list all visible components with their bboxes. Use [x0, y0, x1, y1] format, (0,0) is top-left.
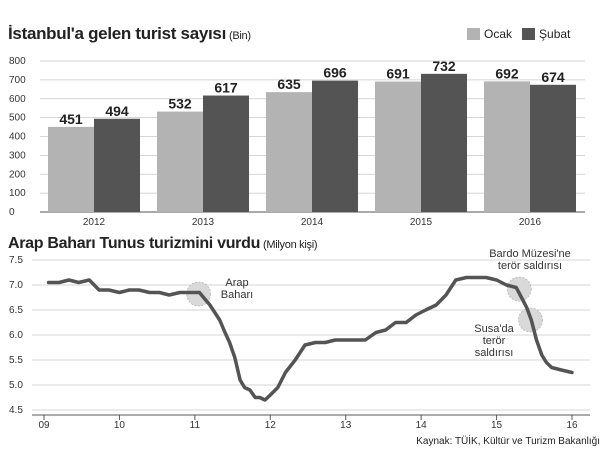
bar-2012-ocak	[48, 126, 94, 212]
bar-y-tick-label: 400	[9, 132, 26, 143]
line-x-tick-label: 13	[340, 420, 352, 431]
bar-y-tick-label: 100	[9, 188, 26, 199]
bar-value-label: 494	[105, 103, 129, 119]
line-y-tick-label: 4.5	[9, 405, 23, 416]
legend-label-subat: Şubat	[539, 27, 571, 41]
bar-value-label: 635	[277, 76, 301, 92]
bar-chart-subtitle: (Bin)	[229, 30, 251, 42]
annotation-susa: Susa'da	[474, 323, 514, 335]
bar-y-tick-label: 0	[9, 207, 15, 218]
line-x-tick-label: 12	[265, 420, 277, 431]
line-x-tick-label: 09	[38, 420, 50, 431]
bar-y-tick-label: 500	[9, 113, 26, 124]
bar-y-tick-label: 800	[9, 56, 26, 67]
source-note: Kaynak: TÜİK, Kültür ve Turizm Bakanlığı	[416, 436, 600, 447]
annotation-bardo: terör saldırısı	[498, 260, 562, 272]
bar-2015-şubat	[421, 73, 467, 213]
bar-2012-şubat	[94, 118, 140, 212]
bar-x-tick-label: 2012	[83, 217, 106, 228]
line-x-tick-label: 15	[491, 420, 503, 431]
bar-value-label: 451	[59, 111, 83, 127]
bar-2014-ocak	[266, 92, 312, 212]
line-chart-title: Arap Baharı Tunus turizmini vurdu (Milyon…	[8, 235, 318, 252]
line-y-tick-label: 5.0	[9, 380, 23, 391]
bar-y-tick-label: 300	[9, 150, 26, 161]
bar-legend: Ocak Şubat	[467, 27, 570, 41]
bar-2013-şubat	[203, 95, 249, 212]
annotation-arap-bahari: Arap	[225, 277, 248, 289]
line-x-tick-label: 10	[114, 420, 126, 431]
bar-x-tick-label: 2014	[301, 217, 324, 228]
bar-2016-ocak	[484, 81, 530, 212]
line-x-tick-label: 14	[416, 420, 428, 431]
annotation-susa: terör	[483, 335, 506, 347]
legend-swatch-subat	[522, 28, 536, 40]
bar-y-tick-label: 200	[9, 169, 26, 180]
bar-y-tick-label: 700	[9, 75, 26, 86]
bar-value-label: 617	[214, 80, 238, 96]
bar-x-tick-label: 2015	[410, 217, 433, 228]
annotation-bardo: Bardo Müzesi'ne	[489, 248, 571, 260]
bar-2015-ocak	[375, 81, 421, 212]
bar-2013-ocak	[157, 111, 203, 212]
annotation-susa: saldırısı	[475, 347, 514, 359]
line-x-tick-label: 16	[566, 420, 578, 431]
line-y-tick-label: 6.5	[9, 305, 23, 316]
line-y-tick-label: 5.5	[9, 355, 23, 366]
legend-label-ocak: Ocak	[484, 27, 513, 41]
tourist-series-line	[46, 275, 574, 402]
line-y-tick-label: 6.0	[9, 330, 23, 341]
bar-value-label: 732	[432, 58, 456, 74]
bar-value-label: 692	[495, 65, 519, 81]
bar-2016-şubat	[530, 84, 576, 212]
bar-chart-title: İstanbul'a gelen turist sayısı (Bin)	[8, 24, 251, 43]
bar-x-tick-label: 2016	[519, 217, 542, 228]
bar-value-label: 674	[541, 69, 565, 85]
bar-value-label: 532	[168, 96, 192, 112]
annotation-arap-bahari: Baharı	[221, 289, 253, 301]
bardo-highlight	[506, 276, 532, 302]
bar-x-tick-label: 2013	[192, 217, 215, 228]
bar-2014-şubat	[312, 80, 358, 212]
line-chart-subtitle: (Milyon kişi)	[263, 239, 318, 251]
line-x-tick-label: 11	[190, 420, 201, 431]
line-y-tick-label: 7.5	[9, 255, 23, 266]
legend-swatch-ocak	[467, 28, 480, 40]
bar-value-label: 696	[323, 65, 347, 81]
bar-y-tick-label: 600	[9, 94, 26, 105]
line-y-tick-label: 7.0	[9, 280, 23, 291]
bar-value-label: 691	[386, 66, 410, 82]
